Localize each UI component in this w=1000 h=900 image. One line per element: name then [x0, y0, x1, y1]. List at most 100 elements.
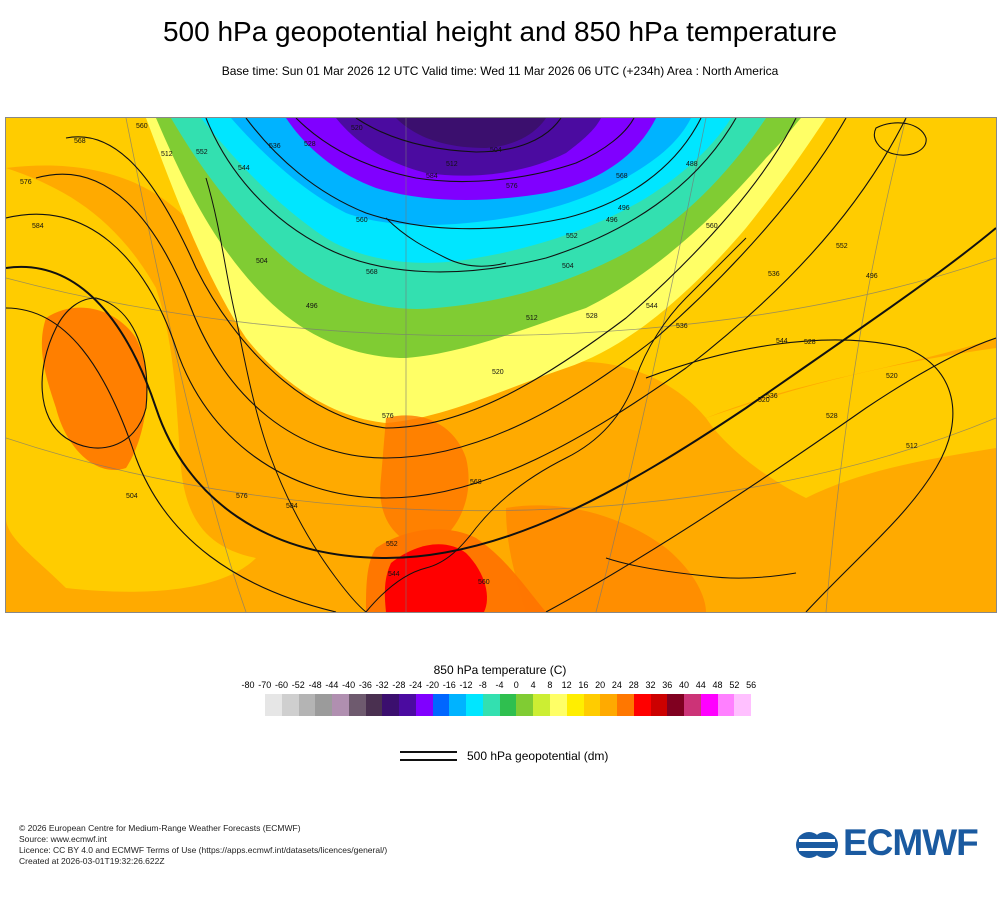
- legend-tick-label: -48: [308, 680, 322, 690]
- legend-tick-label: 36: [662, 680, 673, 690]
- ecmwf-logo: ECMWF: [795, 822, 985, 863]
- contour-key: 500 hPa geopotential (dm): [400, 748, 660, 764]
- legend-tick-label: -60: [275, 680, 289, 690]
- contour-label: 576: [20, 179, 32, 186]
- contour-label: 568: [616, 173, 628, 180]
- contour-label: 544: [776, 338, 788, 345]
- field-mexico-hot: [384, 544, 487, 612]
- contour-label: 536: [269, 143, 281, 150]
- legend-swatch: [265, 694, 282, 716]
- contour-label: 496: [618, 205, 630, 212]
- legend-swatch: [583, 694, 601, 716]
- legend-swatch: [650, 694, 668, 716]
- legend-swatch: [600, 694, 618, 716]
- contour-label: 504: [256, 258, 268, 265]
- chart-title: 500 hPa geopotential height and 850 hPa …: [162, 16, 838, 47]
- legend-swatch: [382, 694, 400, 716]
- contour-label: 536: [676, 323, 688, 330]
- legend-tick-label: -36: [358, 680, 372, 690]
- footer-copyright: © 2026 European Centre for Medium-Range …: [19, 823, 301, 833]
- contour-label: 552: [836, 243, 848, 250]
- legend-swatch: [550, 694, 567, 716]
- legend-swatch: [633, 694, 651, 716]
- contour-label: 560: [356, 217, 368, 224]
- contour-label: 568: [470, 479, 482, 486]
- contour-label: 568: [366, 269, 378, 276]
- legend-swatch: [432, 694, 450, 716]
- legend-tick-label: -28: [392, 680, 406, 690]
- legend-swatch: [499, 694, 517, 716]
- legend-swatch: [315, 694, 333, 716]
- contour-label: 528: [804, 339, 816, 346]
- legend-tick-label: -70: [258, 680, 272, 690]
- legend-tick-label: -40: [342, 680, 356, 690]
- legend-swatch: [684, 694, 701, 716]
- contour-label: 544: [238, 165, 250, 172]
- legend-tick-label: 32: [645, 680, 656, 690]
- contour-label: 552: [196, 149, 208, 156]
- contour-label: 576: [506, 183, 518, 190]
- contour-label: 544: [388, 571, 400, 578]
- legend-swatch: [281, 694, 299, 716]
- field-caribbean: [506, 505, 706, 612]
- field-gulf-warm: [380, 415, 469, 548]
- contour-label: 552: [386, 541, 398, 548]
- contour-label: 560: [706, 223, 718, 230]
- footer-credits: © 2026 European Centre for Medium-Range …: [19, 823, 387, 867]
- contour-label: 528: [304, 141, 316, 148]
- contour-labels: 568 576 584 560 552 544 536 528 520 512 504 496 488 4…: [20, 123, 918, 586]
- contour-label: 496: [866, 273, 878, 280]
- legend-tick-label: 44: [695, 680, 706, 690]
- field-darkpurple: [396, 118, 546, 148]
- field-yellow-atlantic: [706, 348, 996, 498]
- chart-subtitle: Base time: Sun 01 Mar 2026 12 UTC Valid …: [221, 64, 779, 78]
- legend-title: 850 hPa temperature (C): [433, 663, 567, 677]
- contour-label: 520: [492, 369, 504, 376]
- footer-created: Created at 2026-03-01T19:32:26.622Z: [19, 856, 165, 866]
- contour-label: 512: [526, 315, 538, 322]
- legend-tick-label: 24: [611, 680, 622, 690]
- legend-ticks: -80 -70 -60 -52 -48 -44 -40 -36 -32 -28 -24 -20 -16-…: [0, 680, 1000, 694]
- legend-tick-label: -8: [478, 680, 487, 690]
- legend-swatch: [298, 694, 316, 716]
- geopotential-contours: [6, 118, 996, 612]
- legend-swatch: [533, 694, 551, 716]
- coastlines: [205, 177, 797, 612]
- ecmwf-logo-icon: [796, 832, 838, 858]
- legend-swatch: [332, 694, 349, 716]
- temperature-map: 568 576 584 560 552 544 536 528 520 512 504 496 488 4…: [5, 117, 997, 613]
- contour-label: 488: [686, 161, 698, 168]
- legend-tick-label: -24: [409, 680, 423, 690]
- contour-label: 552: [566, 233, 578, 240]
- contour-label: 528: [586, 313, 598, 320]
- legend-swatch: [717, 694, 735, 716]
- contour-label: 504: [562, 263, 574, 270]
- legend-tick-label: -4: [495, 680, 504, 690]
- field-pacific-warm: [41, 307, 147, 470]
- contour-label: 584: [32, 223, 44, 230]
- contour-label: 512: [161, 151, 173, 158]
- contour-label: 568: [74, 138, 86, 145]
- legend-tick-label: 0: [513, 680, 519, 690]
- contour-label: 520: [886, 373, 898, 380]
- contour-label: 584: [286, 503, 298, 510]
- legend-tick-label: 28: [628, 680, 639, 690]
- legend-swatch: [617, 694, 634, 716]
- legend-swatch: [415, 694, 433, 716]
- legend-tick-label: -32: [375, 680, 389, 690]
- legend-tick-label: -52: [291, 680, 305, 690]
- ecmwf-logo-text: ECMWF: [843, 822, 979, 863]
- contour-label: 536: [768, 271, 780, 278]
- footer-licence: Licence: CC BY 4.0 and ECMWF Terms of Us…: [19, 845, 388, 855]
- legend-tick-label: 12: [561, 680, 572, 690]
- legend-tick-label: 56: [746, 680, 757, 690]
- contour-label: 584: [426, 173, 438, 180]
- contour-label: 512: [906, 443, 918, 450]
- legend-tick-label: -80: [241, 680, 255, 690]
- contour-key-line-top: [400, 751, 457, 753]
- legend-tick-label: -20: [425, 680, 439, 690]
- legend-tick-label: 4: [530, 680, 536, 690]
- contour-label: 536: [766, 393, 778, 400]
- contour-key-label: 500 hPa geopotential (dm): [467, 749, 609, 763]
- footer-source: Source: www.ecmwf.int: [19, 834, 107, 844]
